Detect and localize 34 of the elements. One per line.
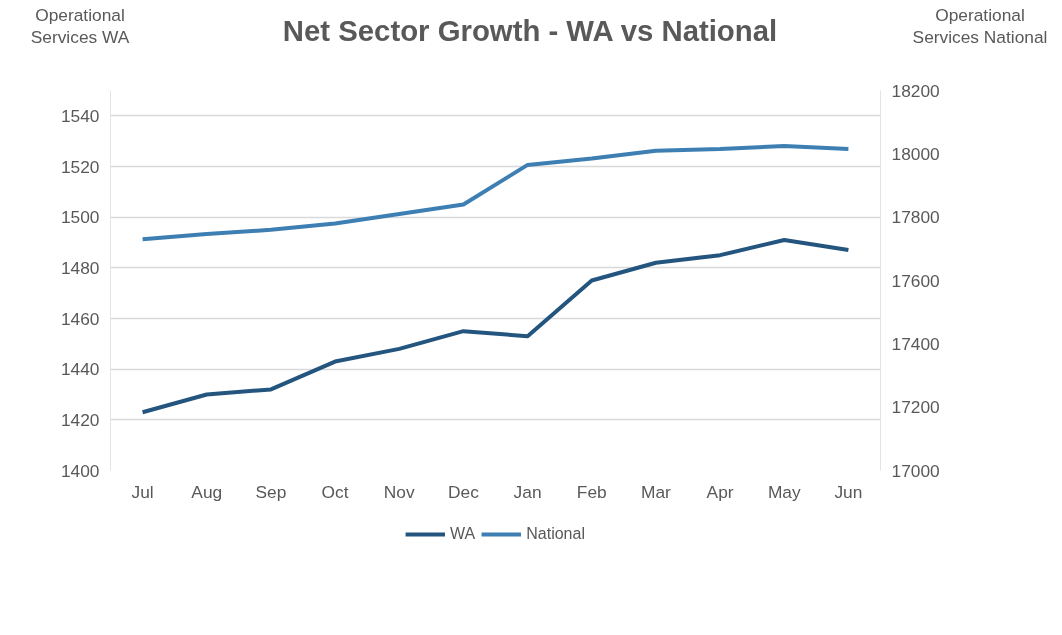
x-tick-label: May [767, 481, 801, 502]
x-tick-label: Feb [576, 481, 607, 502]
x-tick-label: Aug [191, 481, 223, 502]
y-tick-label: 1540 [60, 105, 100, 126]
x-tick-label: Apr [706, 481, 734, 502]
y2-tick-label: 18000 [891, 143, 940, 164]
line-series [140, 143, 851, 242]
x-tick-label: Jan [513, 481, 542, 502]
y-axis-title: Operational Services WA [30, 5, 130, 49]
y-tick-label: 1500 [60, 207, 100, 228]
y2-axis-title: Operational Services National [912, 5, 1048, 49]
y-tick-label: 1460 [60, 308, 100, 329]
y2-tick-label: 17800 [891, 207, 940, 228]
chart-title: Net Sector Growth - WA vs National [282, 13, 778, 49]
y-tick-label: 1420 [60, 409, 100, 430]
legend-label: WA [450, 525, 476, 543]
y-tick-label: 1480 [60, 257, 100, 278]
y2-tick-label: 18200 [891, 80, 940, 101]
y2-tick-label: 17400 [891, 333, 940, 354]
y-tick-label: 1440 [60, 359, 100, 380]
x-tick-label: Jun [834, 481, 863, 502]
x-tick-label: Nov [383, 481, 415, 502]
x-tick-label: Mar [641, 481, 672, 502]
x-tick-label: Jul [131, 481, 154, 502]
y-tick-label: 1400 [60, 460, 100, 481]
x-tick-label: Oct [321, 481, 349, 502]
y2-tick-label: 17600 [891, 270, 940, 291]
y2-tick-label: 17200 [891, 397, 940, 418]
line-series [140, 237, 851, 415]
y-tick-label: 1520 [60, 156, 100, 177]
x-tick-label: Sep [255, 481, 287, 502]
y2-tick-label: 17000 [891, 460, 940, 481]
x-tick-label: Dec [448, 481, 480, 502]
legend-label: National [526, 525, 585, 543]
